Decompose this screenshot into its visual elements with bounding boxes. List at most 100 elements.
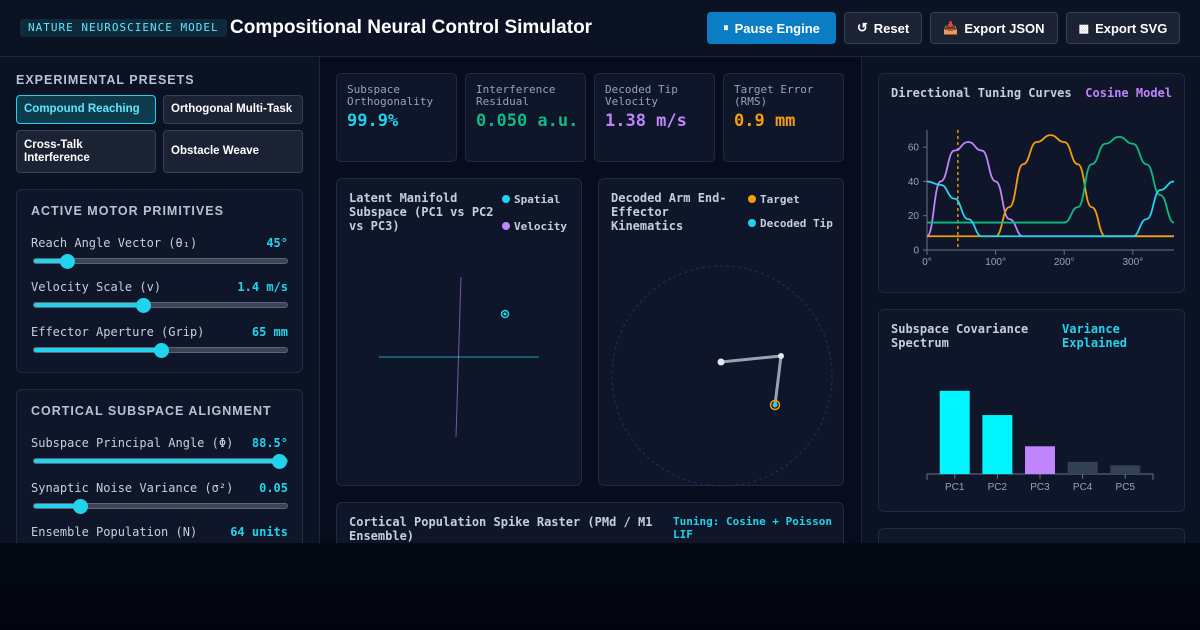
legend-item-target: Target — [748, 193, 800, 206]
metric-value: 99.9% — [347, 111, 399, 131]
metric-card: Target Error (RMS) 0.9 mm — [723, 73, 844, 162]
tuning-curves-card: Directional Tuning Curves Cosine Model 0… — [878, 73, 1185, 293]
x-tick-label: PC1 — [945, 482, 965, 493]
presets-title: EXPERIMENTAL PRESETS — [16, 73, 195, 87]
export-json-button[interactable]: 📥 Export JSON — [930, 12, 1058, 44]
legend-item-decoded-tip: Decoded Tip — [748, 217, 838, 230]
velocity-axis-line — [455, 276, 462, 438]
metric-label: Decoded Tip Velocity — [605, 83, 678, 108]
page-footer-area — [0, 543, 1200, 630]
spectrum-chart[interactable]: PC1 PC2 PC3 PC4 PC5 — [879, 310, 1186, 513]
metric-card: Decoded Tip Velocity 1.38 m/s — [594, 73, 715, 162]
state-marker-core — [503, 312, 507, 316]
control-sidebar: EXPERIMENTAL PRESETS Compound Reaching O… — [0, 57, 320, 543]
x-tick-label: 200° — [1054, 257, 1075, 268]
export-json-label: Export JSON — [964, 20, 1045, 36]
legend-item-spatial: Spatial — [502, 193, 560, 206]
effector-aperture-label: Effector Aperture (Grip) — [31, 325, 205, 339]
manifold-canvas[interactable] — [337, 179, 583, 487]
legend-swatch — [748, 219, 756, 227]
effector-aperture-slider[interactable] — [33, 343, 288, 358]
preset-compound-reaching[interactable]: Compound Reaching — [16, 95, 156, 124]
noise-variance-label: Synaptic Noise Variance (σ²) — [31, 481, 234, 495]
elbow-joint — [778, 353, 784, 359]
y-tick-label: 40 — [908, 177, 920, 188]
legend-item-velocity: Velocity — [502, 220, 567, 233]
export-svg-button[interactable]: ▩ Export SVG — [1066, 12, 1180, 44]
covariance-spectrum-card: Subspace Covariance Spectrum Variance Ex… — [878, 309, 1185, 512]
x-tick-label: PC2 — [988, 482, 1008, 493]
latent-manifold-title: Latent Manifold Subspace (PC1 vs PC2 vs … — [349, 191, 494, 233]
bar-pc5 — [1110, 465, 1141, 474]
workspace-boundary — [611, 265, 833, 487]
tuning-curve-3 — [927, 135, 1175, 224]
image-icon: ▩ — [1078, 22, 1090, 35]
metric-card: Subspace Orthogonality 99.9% — [336, 73, 457, 162]
bar-pc1 — [939, 390, 970, 474]
principal-angle-label: Subspace Principal Angle (Φ) — [31, 436, 234, 450]
x-tick-label: PC4 — [1073, 482, 1093, 493]
visualization-area: Subspace Orthogonality 99.9% Interferenc… — [320, 57, 861, 543]
preset-cross-talk-interference[interactable]: Cross-Talk Interference — [16, 130, 156, 173]
pause-engine-button[interactable]: ⏸ Pause Engine — [707, 12, 836, 44]
variance-explained-tag: Variance Explained — [1062, 322, 1128, 350]
reset-label: Reset — [873, 20, 910, 36]
metric-value: 0.050 a.u. — [476, 111, 579, 131]
slider-thumb[interactable] — [59, 254, 75, 269]
slider-fill — [34, 459, 280, 463]
bar-pc4 — [1067, 461, 1098, 474]
target-marker — [769, 399, 781, 411]
tuning-chart[interactable]: 0 20 40 60 0° 100° 200° 300° — [879, 74, 1186, 294]
motor-primitives-title: ACTIVE MOTOR PRIMITIVES — [31, 204, 224, 218]
noise-variance-value: 0.05 — [259, 481, 288, 495]
slider-thumb[interactable] — [72, 499, 88, 514]
reach-angle-value: 45° — [266, 236, 288, 250]
y-tick-label: 60 — [908, 143, 920, 154]
reset-button[interactable]: ↺ Reset — [844, 12, 922, 44]
preset-obstacle-weave[interactable]: Obstacle Weave — [163, 130, 303, 173]
slider-thumb[interactable] — [153, 343, 169, 358]
forearm-segment — [773, 355, 783, 406]
pause-engine-label: Pause Engine — [734, 20, 820, 36]
preset-orthogonal-multi-task[interactable]: Orthogonal Multi-Task — [163, 95, 303, 124]
covariance-spectrum-title: Subspace Covariance Spectrum — [891, 322, 1029, 350]
tuning-model-tag: Cosine Model — [1085, 86, 1172, 100]
principal-angle-slider[interactable] — [33, 454, 288, 469]
metric-label: Subspace Orthogonality — [347, 83, 434, 108]
slider-fill — [34, 303, 143, 307]
noise-variance-slider[interactable] — [33, 499, 288, 514]
legend-label: Velocity — [514, 220, 567, 233]
tuning-curves-title: Directional Tuning Curves — [891, 86, 1072, 100]
additional-analysis-card — [878, 528, 1185, 543]
slider-fill — [34, 504, 80, 508]
ensemble-population-label: Ensemble Population (N) — [31, 525, 198, 539]
upper-arm-segment — [720, 354, 782, 364]
arm-kinematics-title: Decoded Arm End-Effector Kinematics — [611, 191, 727, 233]
tuning-curve-4 — [926, 180, 1175, 238]
arm-canvas[interactable] — [599, 179, 845, 487]
legend-swatch — [502, 195, 510, 203]
model-badge: NATURE NEUROSCIENCE MODEL — [20, 19, 227, 37]
y-tick-label: 20 — [908, 211, 920, 222]
download-icon: 📥 — [943, 21, 959, 35]
cortical-alignment-card: CORTICAL SUBSPACE ALIGNMENT Subspace Pri… — [16, 389, 303, 543]
velocity-scale-label: Velocity Scale (v) — [31, 280, 162, 294]
x-tick-label: 0° — [922, 257, 932, 268]
app-title: Compositional Neural Control Simulator — [230, 17, 593, 38]
metric-card: Interference Residual 0.050 a.u. — [465, 73, 586, 162]
slider-thumb[interactable] — [272, 454, 288, 469]
slider-thumb[interactable] — [135, 298, 151, 313]
raster-tuning-tag: Tuning: Cosine + Poisson LIF — [673, 515, 832, 541]
reach-angle-label: Reach Angle Vector (θ₁) — [31, 236, 198, 250]
spike-raster-title: Cortical Population Spike Raster (PMd / … — [349, 515, 653, 543]
x-tick-label: PC5 — [1116, 482, 1136, 493]
y-tick-label: 0 — [913, 246, 919, 257]
velocity-scale-slider[interactable] — [33, 298, 288, 313]
bar-pc2 — [982, 415, 1013, 474]
reach-angle-slider[interactable] — [33, 254, 288, 269]
x-tick-label: 100° — [985, 257, 1006, 268]
metric-value: 1.38 m/s — [605, 111, 687, 131]
pause-icon: ⏸ — [723, 21, 729, 34]
slider-fill — [34, 348, 161, 352]
x-tick-label: PC3 — [1030, 482, 1050, 493]
